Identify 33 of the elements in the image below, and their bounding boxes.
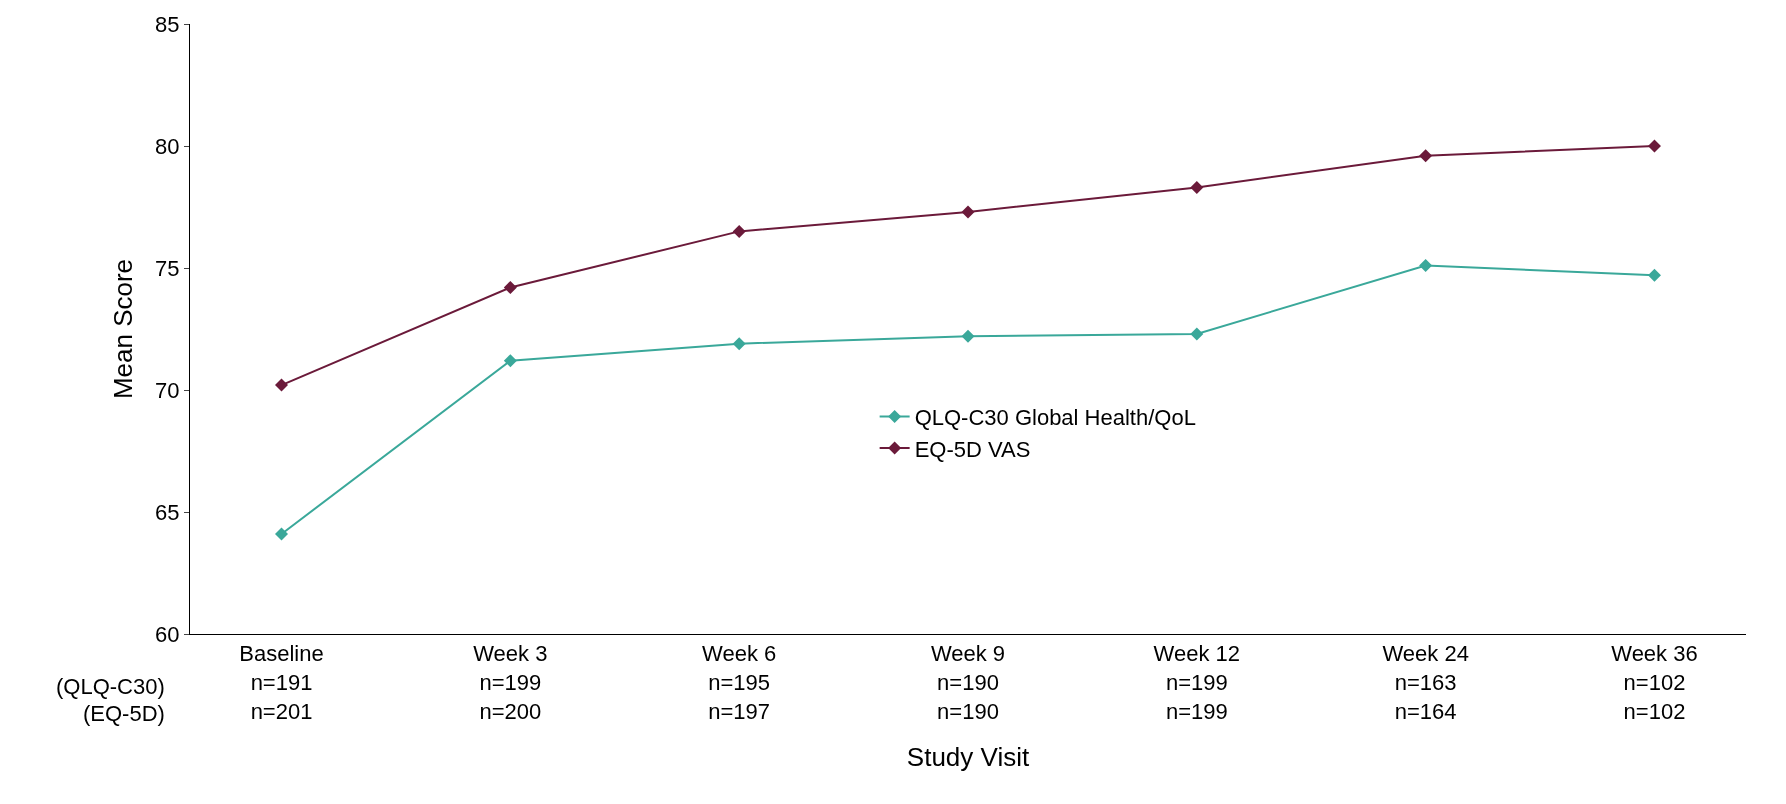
point: [503, 281, 517, 295]
x-tick-label: Baseline n=191 n=201: [239, 641, 324, 724]
point: [1190, 327, 1204, 341]
point: [503, 354, 517, 368]
text: (QLQ-C30): [56, 674, 165, 699]
y-tick-label: 75: [155, 255, 180, 281]
point: [1647, 268, 1661, 282]
x-tick-label: Week 24 n=163 n=164: [1382, 641, 1469, 724]
y-tick-label: 80: [155, 133, 180, 159]
point: [1647, 139, 1661, 153]
y-axis-title: Mean Score: [107, 258, 138, 400]
point: [1419, 259, 1433, 273]
point: [961, 205, 975, 219]
legend-label: EQ-5D VAS: [914, 436, 1031, 462]
x-tick-label: Week 6 n=195 n=197: [702, 641, 777, 724]
point: [1419, 149, 1433, 163]
point: [1190, 180, 1204, 194]
y-tick-label: 85: [155, 11, 180, 37]
y-tick-label: 60: [155, 621, 180, 647]
point: [732, 337, 746, 351]
y-tick-label: 70: [155, 377, 180, 403]
point: [275, 527, 289, 541]
point: [961, 329, 975, 343]
x-tick-label: Week 3 n=199 n=200: [473, 641, 548, 724]
x-tick-label: Week 12 n=199 n=199: [1153, 641, 1241, 724]
text: (EQ-5D): [83, 701, 165, 726]
point: [732, 224, 746, 238]
x-tick-label: Week 36 n=102 n=102: [1611, 641, 1698, 724]
x-axis-title: Study Visit: [906, 742, 1030, 773]
point: [275, 378, 289, 392]
legend-label: QLQ-C30 Global Health/QoL: [914, 405, 1196, 431]
y-tick-label: 65: [155, 499, 180, 525]
x-tick-label: Week 9 n=190 n=190: [930, 641, 1006, 724]
